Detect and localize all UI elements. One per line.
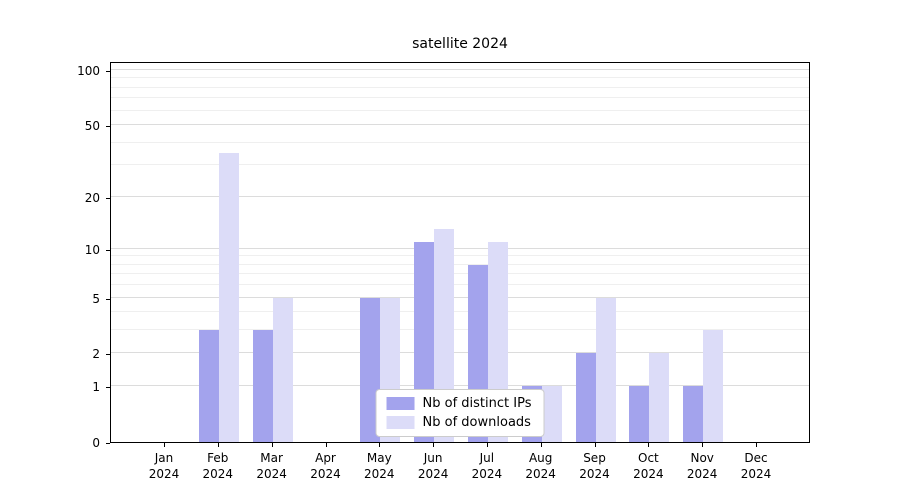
gridline — [111, 164, 809, 166]
gridline — [111, 311, 809, 313]
gridline — [111, 385, 809, 387]
y-tick-mark — [106, 443, 110, 444]
x-tick-label: Mar 2024 — [256, 451, 287, 481]
x-tick-label: Jul 2024 — [471, 451, 503, 481]
y-tick-label: 1 — [92, 380, 100, 395]
x-tick-mark — [486, 443, 488, 447]
gridline — [111, 97, 809, 99]
bar-distinct-ips-feb — [198, 330, 219, 442]
y-tick-mark — [106, 197, 110, 199]
x-tick-mark — [379, 443, 381, 447]
gridline — [111, 124, 809, 126]
bar-distinct-ips-may — [360, 297, 381, 442]
y-tick-label: 0 — [92, 436, 100, 450]
y-tick-label: 5 — [92, 291, 100, 306]
bar-downloads-sep — [595, 297, 616, 442]
gridline — [111, 263, 809, 265]
gridline — [111, 141, 809, 143]
gridline — [111, 284, 809, 286]
chart-title: satellite 2024 — [412, 36, 508, 52]
y-tick-label: 100 — [77, 64, 100, 78]
gridline — [111, 255, 809, 257]
gridline — [111, 109, 809, 111]
gridline — [111, 69, 809, 70]
y-tick-mark — [106, 71, 110, 72]
y-tick-label: 10 — [84, 242, 100, 257]
bar-downloads-oct — [649, 353, 670, 442]
x-tick-mark — [756, 443, 757, 447]
x-tick-label: May 2024 — [364, 451, 395, 481]
y-tick-mark — [106, 387, 110, 389]
legend: Nb of distinct IPs Nb of downloads — [375, 389, 545, 437]
x-tick-mark — [164, 443, 165, 447]
x-tick-label: Jan 2024 — [148, 451, 180, 481]
gridline — [111, 77, 809, 79]
gridline — [111, 247, 809, 249]
x-tick-label: Aug 2024 — [525, 451, 556, 481]
bar-distinct-ips-oct — [629, 386, 650, 442]
legend-item-downloads: Nb of downloads — [386, 415, 532, 430]
x-tick-mark — [648, 443, 650, 447]
bar-distinct-ips-sep — [575, 353, 596, 442]
y-tick-mark — [106, 298, 110, 300]
legend-label-distinct-ips: Nb of distinct IPs — [422, 396, 532, 411]
bar-downloads-nov — [703, 330, 724, 442]
bar-downloads-aug — [541, 386, 562, 442]
gridline — [111, 352, 809, 354]
y-tick-mark — [106, 249, 110, 251]
bar-distinct-ips-nov — [683, 386, 704, 442]
x-tick-label: Feb 2024 — [202, 451, 234, 481]
gridline — [111, 296, 809, 298]
legend-swatch-distinct-ips-icon — [386, 397, 415, 410]
bar-downloads-mar — [272, 297, 293, 442]
bar-downloads-feb — [218, 153, 239, 442]
x-tick-label: Nov 2024 — [686, 451, 718, 481]
y-tick-label: 20 — [84, 190, 100, 205]
y-tick-mark — [106, 354, 110, 356]
legend-item-distinct-ips: Nb of distinct IPs — [386, 396, 532, 411]
legend-swatch-downloads-icon — [386, 416, 415, 429]
x-tick-mark — [433, 443, 435, 447]
x-tick-mark — [594, 443, 596, 447]
x-tick-label: Jun 2024 — [417, 451, 449, 481]
x-tick-mark — [325, 443, 327, 447]
x-tick-mark — [702, 443, 704, 447]
y-tick-mark — [106, 126, 110, 128]
gridline — [111, 273, 809, 275]
x-tick-mark — [540, 443, 542, 447]
x-tick-mark — [271, 443, 273, 447]
x-tick-label: Dec 2024 — [740, 451, 772, 481]
x-tick-mark — [217, 443, 219, 447]
x-tick-label: Apr 2024 — [310, 451, 341, 481]
gridline — [111, 195, 809, 197]
bar-downloads-jun — [434, 229, 455, 442]
gridline — [111, 329, 809, 331]
x-tick-label: Oct 2024 — [633, 451, 664, 481]
x-tick-label: Sep 2024 — [579, 451, 610, 481]
plot-area: Nb of distinct IPs Nb of downloads — [110, 62, 810, 443]
bar-distinct-ips-mar — [252, 330, 273, 442]
y-tick-label: 50 — [84, 119, 100, 134]
legend-label-downloads: Nb of downloads — [422, 415, 531, 430]
y-tick-label: 2 — [92, 347, 100, 362]
gridline — [111, 86, 809, 88]
